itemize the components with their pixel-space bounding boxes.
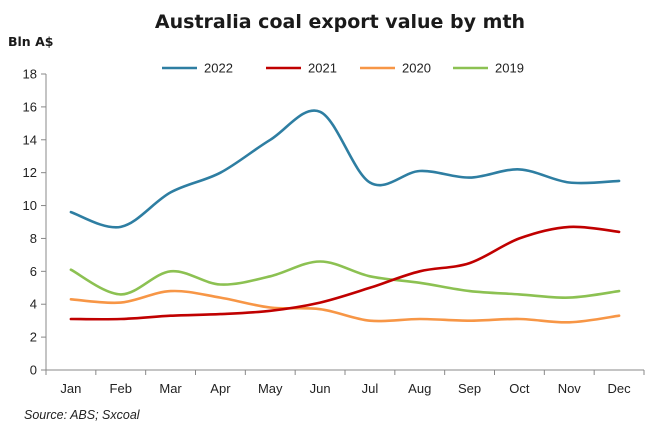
x-tick-label: Jan [60, 381, 81, 396]
x-tick-label: Sep [458, 381, 481, 396]
chart-title: Australia coal export value by mth [155, 11, 525, 33]
x-tick-label: Apr [210, 381, 231, 396]
x-tick-label: Oct [509, 381, 530, 396]
y-tick-label: 8 [30, 231, 37, 246]
legend-label-2020: 2020 [402, 61, 431, 76]
legend-label-2019: 2019 [495, 61, 524, 76]
y-tick-label: 2 [30, 330, 37, 345]
y-tick-label: 18 [23, 67, 37, 82]
x-tick-label: Mar [159, 381, 182, 396]
y-tick-label: 14 [23, 132, 37, 147]
y-tick-label: 10 [23, 198, 37, 213]
y-tick-label: 16 [23, 99, 37, 114]
x-tick-label: Nov [558, 381, 582, 396]
x-tick-label: Dec [608, 381, 632, 396]
x-tick-label: Feb [110, 381, 132, 396]
source-note: Source: ABS; Sxcoal [24, 408, 141, 422]
y-tick-label: 12 [23, 165, 37, 180]
y-tick-label: 4 [30, 297, 37, 312]
y-tick-label: 6 [30, 264, 37, 279]
x-axis: Jan Feb Mar Apr May Jun Jul Aug Sep Oct Nov Dec [45, 369, 645, 396]
y-axis-unit-label: Bln A$ [8, 34, 53, 49]
legend-label-2021: 2021 [308, 61, 337, 76]
series-line-2021 [69, 225, 621, 321]
series-lines [69, 109, 621, 324]
legend: 2022 2021 2020 2019 [162, 61, 524, 76]
x-tick-label: Aug [408, 381, 431, 396]
x-tick-label: May [258, 381, 283, 396]
x-tick-label: Jun [310, 381, 331, 396]
series-line-2022 [69, 109, 621, 229]
y-axis: 0 2 4 6 8 10 12 14 16 18 [23, 67, 47, 378]
series-line-2020 [69, 289, 621, 324]
legend-label-2022: 2022 [204, 61, 233, 76]
series-line-2019 [69, 260, 621, 299]
x-tick-label: Jul [362, 381, 379, 396]
y-tick-label: 0 [30, 363, 37, 378]
